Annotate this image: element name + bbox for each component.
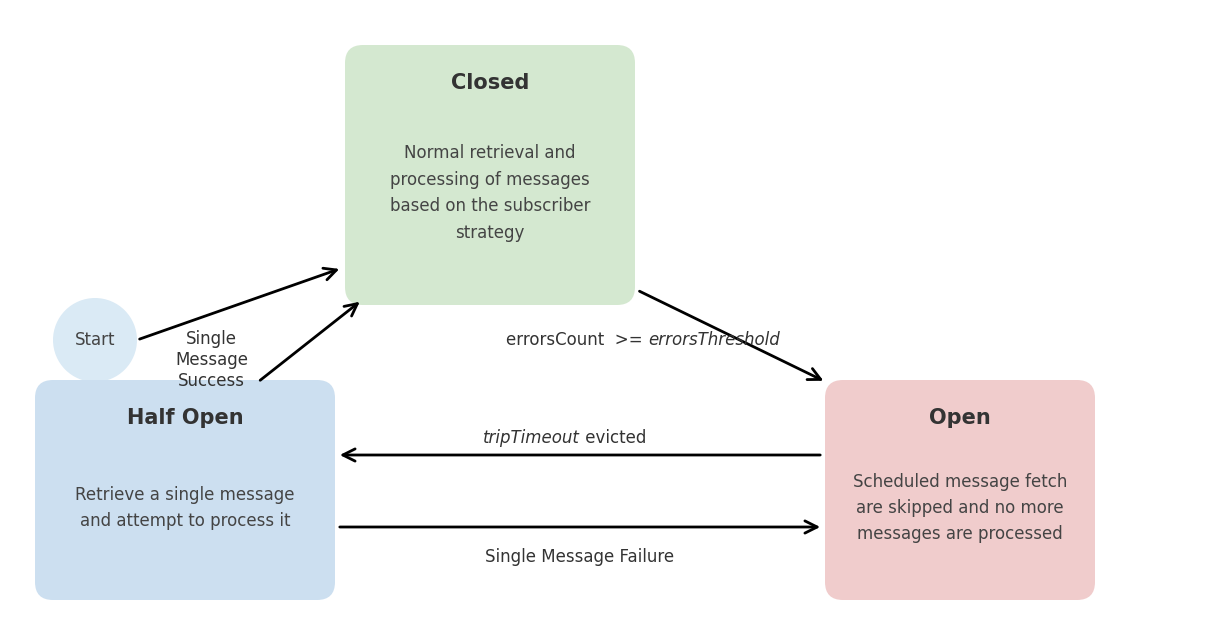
Text: Single Message Failure: Single Message Failure — [485, 548, 675, 566]
Text: Closed: Closed — [451, 73, 530, 93]
Text: errorsCount  >=: errorsCount >= — [506, 331, 648, 349]
Text: tripTimeout: tripTimeout — [483, 429, 580, 447]
Text: Open: Open — [929, 408, 991, 428]
FancyBboxPatch shape — [825, 380, 1095, 600]
Text: Start: Start — [75, 331, 116, 349]
Text: evicted: evicted — [580, 429, 647, 447]
Ellipse shape — [53, 298, 137, 382]
Text: errorsThreshold: errorsThreshold — [648, 331, 780, 349]
Text: Normal retrieval and
processing of messages
based on the subscriber
strategy: Normal retrieval and processing of messa… — [389, 144, 590, 241]
Text: Scheduled message fetch
are skipped and no more
messages are processed: Scheduled message fetch are skipped and … — [853, 473, 1067, 543]
Text: Single
Message
Success: Single Message Success — [175, 330, 248, 390]
Text: Half Open: Half Open — [127, 408, 243, 428]
FancyBboxPatch shape — [34, 380, 335, 600]
FancyBboxPatch shape — [345, 45, 634, 305]
Text: Retrieve a single message
and attempt to process it: Retrieve a single message and attempt to… — [75, 486, 294, 530]
